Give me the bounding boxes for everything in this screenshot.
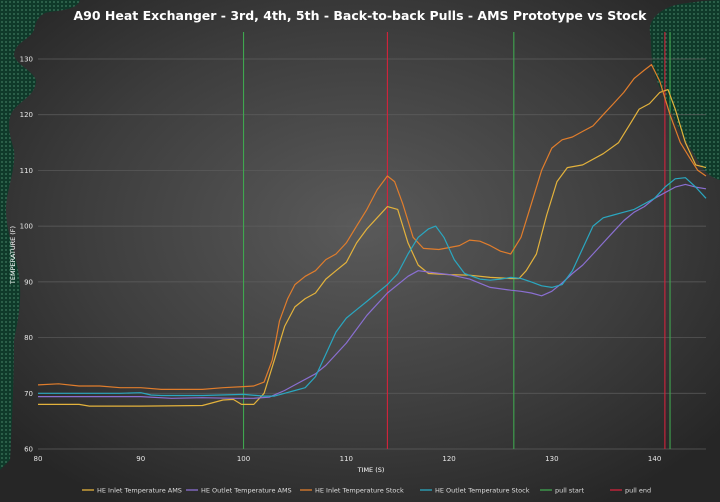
y-tick-label: 90	[24, 278, 33, 286]
series-lines	[37, 63, 707, 407]
y-tick-label: 100	[20, 223, 33, 231]
y-tick-label: 60	[24, 446, 33, 454]
x-tick-label: 110	[340, 455, 353, 463]
series-line-2	[38, 183, 707, 399]
legend-item-label: HE Outlet Temperature Stock	[435, 487, 530, 495]
corner-decoration-top-right	[649, 0, 720, 180]
marker-lines	[242, 32, 671, 449]
axes: 60 70 80 90 100 110 120 130 80 90 100 110 120 130 140	[20, 56, 662, 464]
x-axis-label: TIME (S)	[357, 466, 385, 474]
series-line-3	[37, 63, 707, 390]
x-tick-label: 140	[648, 455, 661, 463]
x-tick-label: 90	[136, 455, 145, 463]
legend-item-label: HE Outlet Temperature AMS	[201, 487, 292, 495]
y-tick-label: 110	[20, 167, 33, 175]
y-tick-label: 120	[20, 111, 33, 119]
y-axis-label: TEMPERATURE (F)	[9, 226, 17, 285]
x-tick-label: 80	[34, 455, 43, 463]
series-line-1	[38, 88, 707, 407]
legend-item-label: HE Inlet Temperature Stock	[315, 487, 404, 495]
x-tick-label: 120	[442, 455, 455, 463]
x-tick-label: 130	[545, 455, 558, 463]
gridlines	[38, 58, 706, 450]
legend-item-label: HE Inlet Temperature AMS	[97, 487, 182, 495]
legend-item-label: pull start	[555, 487, 585, 495]
x-tick-label: 100	[237, 455, 250, 463]
corner-decoration-top-left	[0, 0, 80, 470]
y-tick-label: 70	[24, 390, 33, 398]
y-tick-label: 80	[24, 334, 33, 342]
y-tick-label: 130	[20, 56, 33, 64]
series-line-4	[38, 177, 707, 397]
chart-title: A90 Heat Exchanger - 3rd, 4th, 5th - Bac…	[73, 8, 647, 23]
legend-item-label: pull end	[625, 487, 651, 495]
legend: HE Inlet Temperature AMS HE Outlet Temper…	[82, 487, 651, 495]
